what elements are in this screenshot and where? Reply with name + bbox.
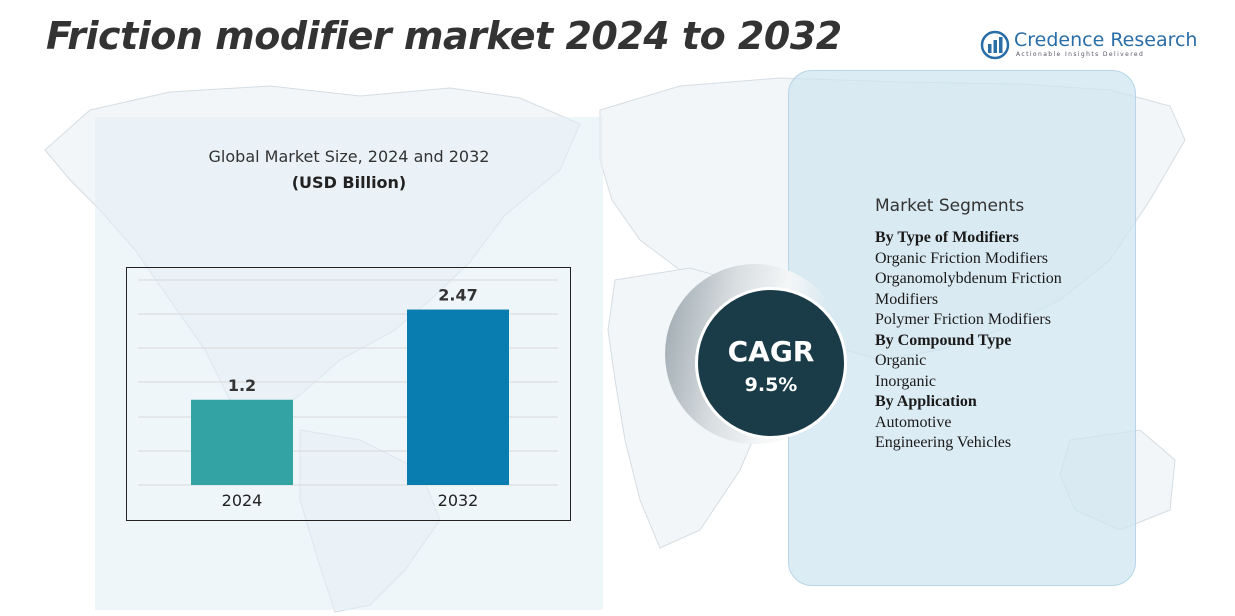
segment-category: By Application [875,393,977,410]
segments-panel [788,70,1136,586]
chart-panel [95,117,603,610]
segment-item: Polymer Friction Modifiers [875,311,1051,328]
segment-item: Organic [875,352,927,369]
logo-icon [980,30,1010,60]
bar-2032 [407,309,509,485]
bars [191,309,509,485]
segments-heading: Market Segments [875,196,1025,216]
bar-2024 [191,399,293,485]
data-labels: 1.2 2.47 [228,286,478,395]
segments-lines: By Type of Modifiers Organic Friction Mod… [875,228,1125,454]
chart-unit: (USD Billion) [291,173,407,192]
page-title: Friction modifier market 2024 to 2032 [46,14,842,58]
segment-item: Engineering Vehicles [875,434,1012,451]
x-tick-2024: 2024 [222,491,263,510]
credence-research-logo: Credence Research Actionable Insights De… [980,28,1197,62]
data-label-2024: 1.2 [228,376,256,395]
chart-title: Global Market Size, 2024 and 2032 [208,147,490,166]
segment-item: Modifiers [875,290,939,308]
logo-name: Credence Research [1014,29,1198,51]
segment-item: Organomolybdenum Friction [875,270,1062,287]
cagr-badge: CAGR 9.5% [695,287,847,439]
segment-item: Inorganic [875,372,937,390]
segment-category: By Compound Type [875,331,1012,349]
x-tick-labels: 2024 2032 [222,491,479,510]
cagr-label: CAGR [727,335,815,368]
segment-item: Organic Friction Modifiers [875,249,1049,267]
plot-frame [126,267,571,521]
cagr-value: 9.5% [744,374,798,396]
x-tick-2032: 2032 [438,491,479,510]
data-label-2032: 2.47 [438,286,477,305]
segment-category: By Type of Modifiers [875,229,1019,246]
segments-list: Market Segments By Type of Modifiers Orga… [875,196,1125,454]
bar-chart: 1.2 2.47 2024 2032 [126,267,571,521]
logo-tagline: Actionable Insights Delivered [1016,51,1145,58]
segment-item: Automotive [875,413,952,431]
